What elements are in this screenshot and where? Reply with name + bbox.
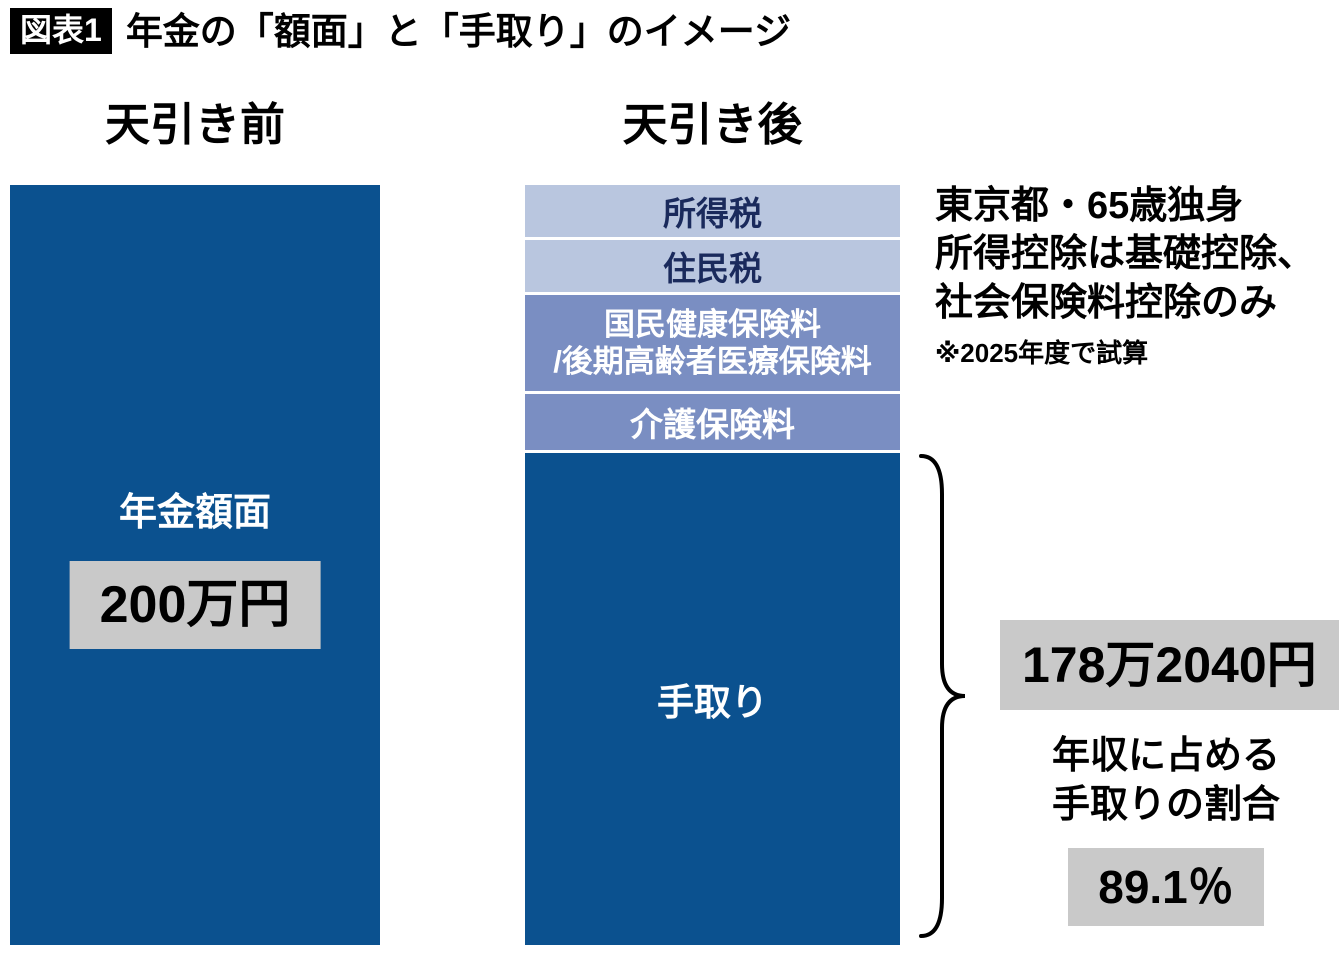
segment-takehome: 手取り (525, 453, 900, 945)
takehome-amount: 178万2040円 (1000, 620, 1339, 710)
figure-tag: 図表1 (10, 8, 112, 54)
segment-takehome-label: 手取り (657, 682, 768, 723)
segment-income-tax-label: 所得税 (663, 195, 762, 232)
segment-resident-tax: 住民税 (525, 240, 900, 292)
ratio-caption: 年収に占める 手取りの割合 (1000, 732, 1332, 831)
face-value-amount: 200万円 (69, 561, 321, 649)
condition-note-line2: 所得控除は基礎控除、 (935, 233, 1316, 276)
condition-note: 東京都・65歳独身 所得控除は基礎控除、 社会保険料控除のみ ※2025年度で試… (935, 182, 1335, 370)
brace-icon (919, 454, 966, 938)
segment-care-insurance-label: 介護保険料 (630, 406, 795, 443)
segment-resident-tax-label: 住民税 (663, 250, 762, 287)
after-deduction-bar: 所得税 住民税 国民健康保険料 /後期高齢者医療保険料 介護保険料 手取り (525, 185, 900, 945)
ratio-caption-line1: 年収に占める (1051, 735, 1280, 777)
before-deduction-header: 天引き前 (104, 99, 285, 150)
segment-health-insurance: 国民健康保険料 /後期高齢者医療保険料 (525, 295, 900, 391)
after-deduction-header: 天引き後 (622, 99, 803, 150)
ratio-value: 89.1％ (1068, 848, 1264, 926)
calc-year-note: ※2025年度で試算 (935, 337, 1149, 368)
face-value-label: 年金額面 (118, 492, 271, 534)
condition-note-line1: 東京都・65歳独身 (935, 185, 1244, 227)
segment-income-tax: 所得税 (525, 185, 900, 237)
ratio-value-wrap: 89.1％ (1000, 848, 1332, 926)
segment-care-insurance: 介護保険料 (525, 394, 900, 450)
condition-note-line3: 社会保険料控除のみ (935, 281, 1278, 324)
ratio-caption-line2: 手取りの割合 (1051, 784, 1280, 827)
segment-health-insurance-label-line1: 国民健康保険料 (604, 306, 821, 342)
before-deduction-bar: 年金額面 200万円 (10, 185, 380, 945)
figure-title: 年金の「額面」と「手取り」のイメージ (125, 10, 792, 52)
figure-title-row: 図表1 年金の「額面」と「手取り」のイメージ (10, 8, 791, 54)
segment-health-insurance-label-line2: /後期高齢者医療保険料 (553, 344, 872, 379)
